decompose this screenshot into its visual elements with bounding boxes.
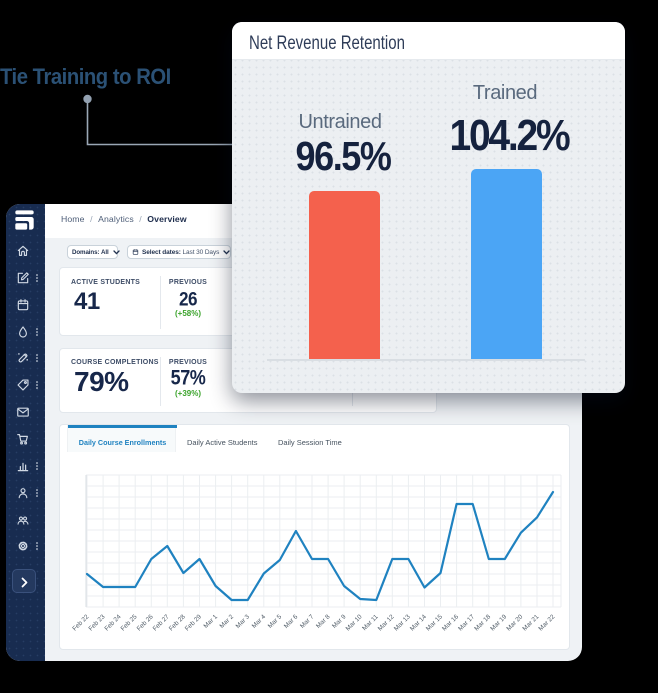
svg-text:Mar 6: Mar 6 [283,613,300,630]
svg-text:Mar 4: Mar 4 [251,613,268,630]
svg-text:Mar 8: Mar 8 [315,613,332,630]
svg-text:Mar 20: Mar 20 [505,613,524,632]
svg-text:Mar 2: Mar 2 [219,613,236,630]
svg-text:Mar 1: Mar 1 [203,613,220,630]
svg-text:Feb 27: Feb 27 [152,613,171,632]
svg-text:Feb 22: Feb 22 [71,613,90,632]
svg-text:Feb 29: Feb 29 [184,613,203,632]
svg-text:Mar 7: Mar 7 [299,613,316,630]
svg-text:Mar 21: Mar 21 [521,613,540,632]
svg-text:Mar 14: Mar 14 [409,613,428,632]
svg-text:Mar 16: Mar 16 [441,613,460,632]
svg-text:Feb 25: Feb 25 [120,613,139,632]
svg-text:Feb 26: Feb 26 [136,613,155,632]
svg-text:Feb 28: Feb 28 [168,613,187,632]
svg-text:Mar 5: Mar 5 [267,613,284,630]
svg-text:Mar 15: Mar 15 [425,613,444,632]
svg-text:Mar 3: Mar 3 [235,613,252,630]
svg-text:Mar 12: Mar 12 [377,613,396,632]
svg-text:Mar 19: Mar 19 [489,613,508,632]
svg-text:Feb 24: Feb 24 [103,613,122,632]
svg-text:Feb 23: Feb 23 [87,613,106,632]
svg-text:Mar 22: Mar 22 [537,613,556,632]
svg-text:Mar 18: Mar 18 [473,613,492,632]
svg-text:Mar 10: Mar 10 [345,613,364,632]
svg-text:Mar 13: Mar 13 [393,613,412,632]
svg-text:Mar 17: Mar 17 [457,613,476,632]
